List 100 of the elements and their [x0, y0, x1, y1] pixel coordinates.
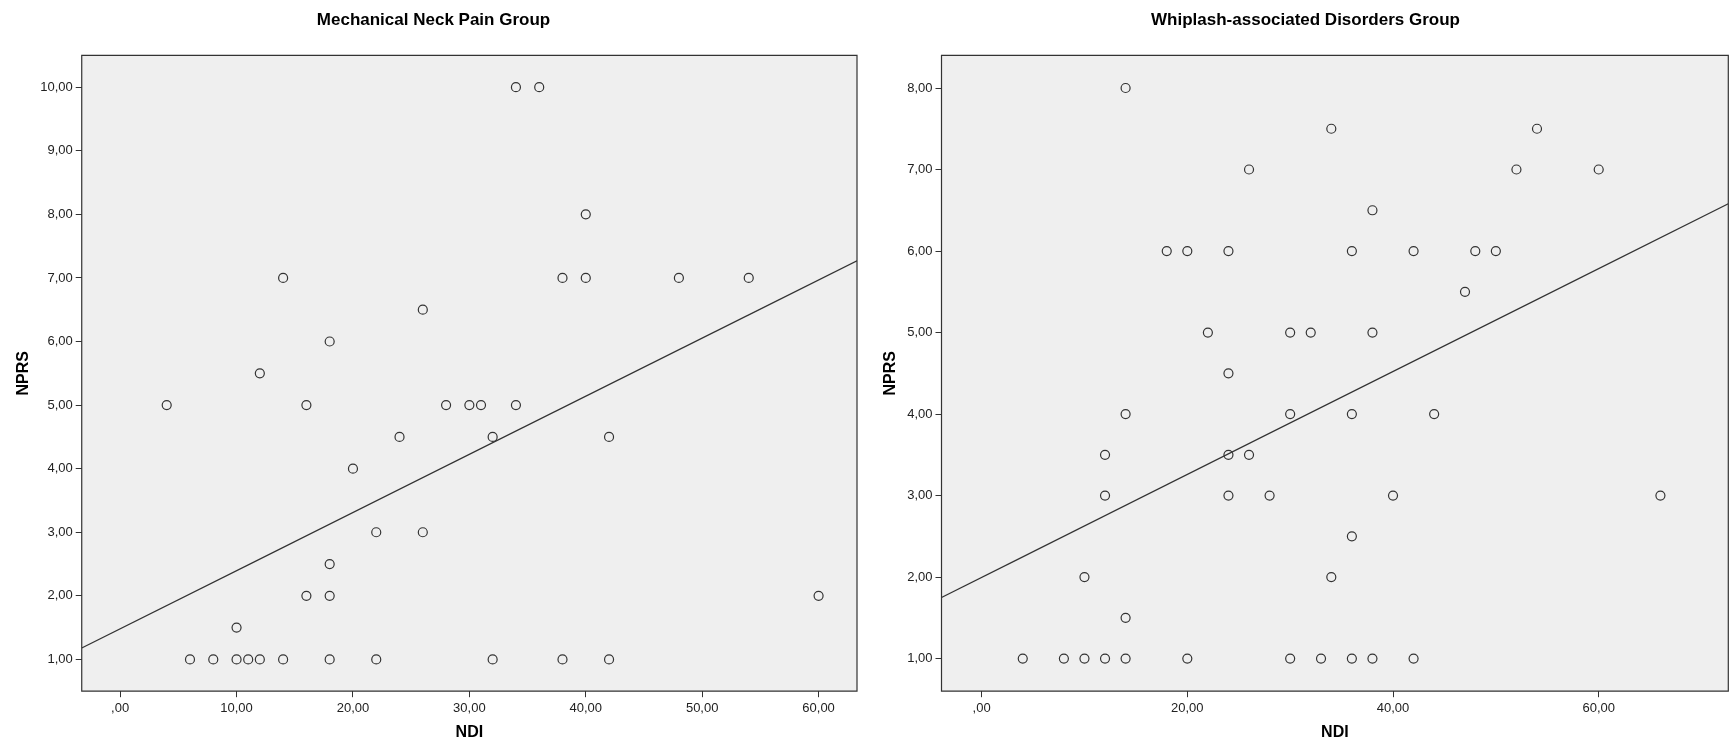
point: [510, 82, 522, 93]
point: [1490, 245, 1501, 257]
point: [1346, 653, 1357, 664]
point: [487, 654, 498, 665]
point: [557, 654, 568, 665]
point: [1223, 245, 1234, 257]
point: [1459, 286, 1471, 297]
point: [278, 654, 289, 665]
point: [184, 654, 196, 665]
point: [1346, 531, 1357, 542]
x-tick-label: ,00: [972, 699, 991, 715]
point: [1326, 571, 1337, 583]
point: [487, 431, 498, 442]
point: [1367, 653, 1378, 664]
y-tick-label: 8,00: [47, 205, 73, 221]
point: [1408, 245, 1419, 257]
y-tick-label: 1,00: [47, 650, 73, 666]
point: [1531, 123, 1543, 134]
point: [417, 527, 428, 538]
point: [464, 399, 475, 411]
point: [324, 336, 335, 347]
point: [1161, 245, 1172, 257]
x-tick-label: 20,00: [336, 699, 370, 715]
point: [1182, 653, 1193, 664]
point: [1120, 653, 1131, 664]
y-tick-label: 4,00: [47, 460, 73, 476]
point: [580, 209, 591, 220]
y-tick-label: 5,00: [907, 324, 933, 340]
y-axis-title: NPRS: [14, 350, 32, 396]
point: [1079, 653, 1090, 664]
point: [1223, 449, 1234, 460]
point: [1243, 164, 1255, 175]
point: [231, 654, 242, 665]
point: [1387, 490, 1399, 501]
point: [1367, 327, 1378, 338]
point: [1120, 408, 1131, 420]
point: [1593, 164, 1604, 175]
point: [1264, 490, 1275, 501]
point: [1017, 653, 1028, 664]
point: [743, 272, 754, 284]
point: [557, 272, 568, 284]
point: [475, 399, 487, 411]
point: [440, 399, 452, 411]
y-tick-label: 5,00: [47, 396, 73, 412]
y-tick-label: 6,00: [47, 333, 73, 349]
point: [1120, 82, 1131, 94]
point: [603, 654, 615, 665]
chart-title: Whiplash-associated Disorders Group: [1151, 9, 1460, 29]
point: [1429, 408, 1440, 420]
y-axis-title: NPRS: [881, 350, 899, 396]
point: [161, 399, 172, 411]
x-tick-label: 10,00: [220, 699, 253, 715]
point: [1243, 449, 1255, 460]
x-tick-label: 40,00: [1376, 699, 1410, 715]
point: [1079, 571, 1090, 583]
point: [1315, 653, 1327, 664]
chart-title: Mechanical Neck Pain Group: [316, 9, 551, 29]
x-tick-label: 30,00: [453, 699, 486, 715]
y-tick-label: 1,00: [907, 650, 933, 666]
y-tick-label: 2,00: [47, 587, 73, 603]
point: [1346, 408, 1357, 420]
point: [301, 590, 312, 601]
point: [1470, 245, 1481, 257]
point: [673, 272, 684, 284]
y-tick-label: 2,00: [907, 568, 933, 584]
y-tick-label: 10,00: [40, 78, 73, 94]
point: [1099, 490, 1111, 501]
x-tick-label: ,00: [111, 699, 130, 715]
point: [813, 590, 824, 601]
point: [371, 654, 382, 665]
point: [254, 368, 265, 379]
x-axis-title: NDI: [455, 722, 484, 740]
point: [534, 82, 545, 93]
point: [1305, 327, 1316, 338]
point: [231, 622, 242, 633]
y-tick-label: 7,00: [47, 269, 73, 285]
x-tick-label: 40,00: [569, 699, 603, 715]
point: [278, 272, 289, 284]
point: [1285, 327, 1296, 338]
x-tick-label: 20,00: [1171, 699, 1204, 715]
x-tick-label: 60,00: [802, 699, 835, 715]
point: [371, 527, 382, 538]
point: [324, 558, 335, 570]
y-tick-label: 8,00: [907, 79, 933, 95]
x-tick-label: 60,00: [1582, 699, 1615, 715]
y-tick-label: 3,00: [907, 487, 933, 503]
point: [1367, 205, 1378, 216]
point: [1099, 449, 1111, 460]
x-tick-label: 50,00: [685, 699, 719, 715]
point: [347, 463, 359, 474]
point: [1223, 490, 1234, 501]
point: [1058, 653, 1069, 664]
point: [1223, 368, 1234, 379]
y-tick-label: 9,00: [47, 142, 73, 158]
point: [1182, 245, 1193, 257]
point: [1285, 653, 1296, 664]
point: [1655, 490, 1666, 501]
point: [243, 654, 254, 665]
point: [1326, 123, 1337, 134]
point: [1285, 408, 1296, 420]
